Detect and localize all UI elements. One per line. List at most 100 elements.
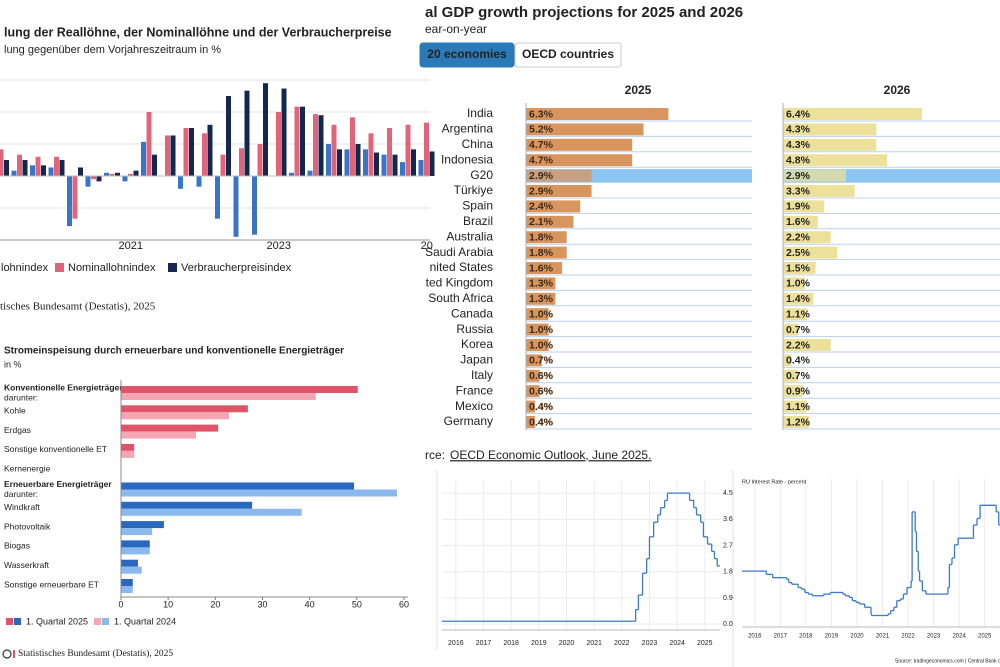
bar bbox=[104, 172, 109, 176]
bar bbox=[121, 482, 355, 490]
y-tick-label: 3.6 bbox=[723, 516, 733, 523]
tab[interactable] bbox=[514, 42, 622, 68]
category-label: Sonstige erneuerbare ET bbox=[4, 579, 99, 589]
bar bbox=[526, 400, 536, 413]
y-tick-label: 2.7 bbox=[723, 542, 733, 549]
value-label: 1.0% bbox=[529, 324, 554, 336]
bar bbox=[363, 149, 368, 176]
bar bbox=[783, 262, 816, 274]
bar bbox=[207, 124, 213, 176]
bar bbox=[239, 148, 244, 176]
x-tick-label: 2023 bbox=[642, 640, 658, 647]
bar bbox=[318, 115, 324, 176]
bar bbox=[233, 176, 239, 237]
value-label: 1.8% bbox=[529, 231, 554, 243]
legend-swatch bbox=[55, 263, 64, 272]
y-tick-label: 4.5 bbox=[723, 490, 733, 497]
bar bbox=[526, 292, 556, 305]
x-tick-label: 0 bbox=[118, 599, 123, 609]
value-label: 1.0% bbox=[529, 308, 554, 320]
x-tick-label: 2019 bbox=[825, 634, 839, 640]
category-label: G20 bbox=[470, 168, 493, 182]
category-label: Mexico bbox=[455, 399, 493, 413]
bar bbox=[91, 176, 96, 180]
bar bbox=[783, 154, 888, 167]
value-label: 2.9% bbox=[529, 185, 554, 197]
bar bbox=[307, 170, 313, 176]
tab-label[interactable]: 20 economies bbox=[427, 47, 507, 61]
value-label: 2.9% bbox=[786, 170, 811, 182]
bar bbox=[294, 106, 300, 176]
source: Source: tradingeconomics.com | Central B… bbox=[895, 658, 1000, 664]
value-label: 0.7% bbox=[786, 370, 811, 382]
bar bbox=[121, 547, 150, 555]
category-label: ted Kingdom bbox=[426, 276, 493, 290]
bar bbox=[121, 566, 142, 574]
bar bbox=[526, 169, 592, 182]
bar bbox=[115, 172, 120, 176]
bar bbox=[783, 292, 814, 305]
category-label: Russia bbox=[456, 322, 493, 336]
value-label: 2.1% bbox=[529, 216, 554, 228]
bar bbox=[326, 144, 331, 176]
bar bbox=[429, 151, 435, 176]
x-tick-label: 2021 bbox=[119, 240, 143, 252]
bar bbox=[526, 277, 556, 290]
x-tick-label: 2018 bbox=[503, 640, 519, 647]
legend-swatch bbox=[168, 263, 177, 272]
chart-title: al GDP growth projections for 2025 and 2… bbox=[425, 4, 743, 21]
bar bbox=[783, 200, 825, 213]
bar bbox=[526, 108, 669, 120]
bar bbox=[170, 135, 176, 176]
category-label: Germany bbox=[444, 414, 493, 428]
source-link[interactable]: OECD Economic Outlook, June 2025. bbox=[450, 448, 651, 462]
value-label: 2.5% bbox=[786, 247, 811, 259]
y-tick-label: 1.8 bbox=[723, 569, 733, 576]
x-tick-label: 2025 bbox=[697, 640, 713, 647]
bar bbox=[526, 138, 633, 151]
bar bbox=[526, 416, 536, 428]
source-prefix: rce: bbox=[425, 448, 445, 462]
value-label: 1.3% bbox=[529, 293, 554, 305]
legend-label: Verbraucherpreisindex bbox=[181, 262, 292, 274]
bar bbox=[783, 369, 799, 382]
value-label: 0.4% bbox=[786, 355, 811, 367]
chart-title: RU Interest Rate - percent bbox=[742, 479, 807, 485]
bar bbox=[196, 176, 202, 187]
bar bbox=[374, 152, 379, 176]
source: tisches Bundesamt (Destatis), 2025 bbox=[0, 301, 156, 313]
value-label: 1.6% bbox=[529, 262, 554, 274]
bar bbox=[67, 176, 72, 227]
bar bbox=[121, 443, 135, 451]
bar bbox=[41, 165, 46, 176]
bar bbox=[526, 185, 592, 197]
x-tick-label: 2022 bbox=[901, 634, 915, 640]
category-label: Windkraft bbox=[4, 502, 41, 512]
value-label: 1.1% bbox=[786, 401, 811, 413]
legend-swatch bbox=[14, 618, 21, 625]
bar bbox=[313, 114, 318, 176]
bar bbox=[526, 231, 567, 244]
tab[interactable] bbox=[419, 42, 515, 68]
chart-subtitle: lung gegenüber dem Vorjahreszeitraum in … bbox=[4, 44, 221, 56]
x-tick-label: 2017 bbox=[774, 634, 788, 640]
bar bbox=[783, 400, 807, 413]
value-label: 1.6% bbox=[786, 216, 811, 228]
chart-title: lung der Reallöhne, der Nominallöhne und… bbox=[4, 25, 392, 39]
value-label: 1.3% bbox=[529, 278, 554, 290]
logo bbox=[2, 649, 12, 659]
bar bbox=[121, 450, 135, 458]
bar bbox=[526, 354, 542, 367]
x-tick-label: 2025 bbox=[978, 634, 992, 640]
category-label: India bbox=[467, 106, 493, 120]
x-tick-label: 2020 bbox=[850, 634, 864, 640]
bar bbox=[344, 149, 350, 176]
x-tick-label: 2024 bbox=[669, 640, 685, 647]
bar bbox=[152, 154, 157, 176]
chart-subtitle: ear-on-year bbox=[425, 22, 487, 36]
x-tick-label: 2023 bbox=[267, 240, 291, 252]
tab-label[interactable]: OECD countries bbox=[522, 47, 614, 61]
bar bbox=[783, 323, 799, 336]
